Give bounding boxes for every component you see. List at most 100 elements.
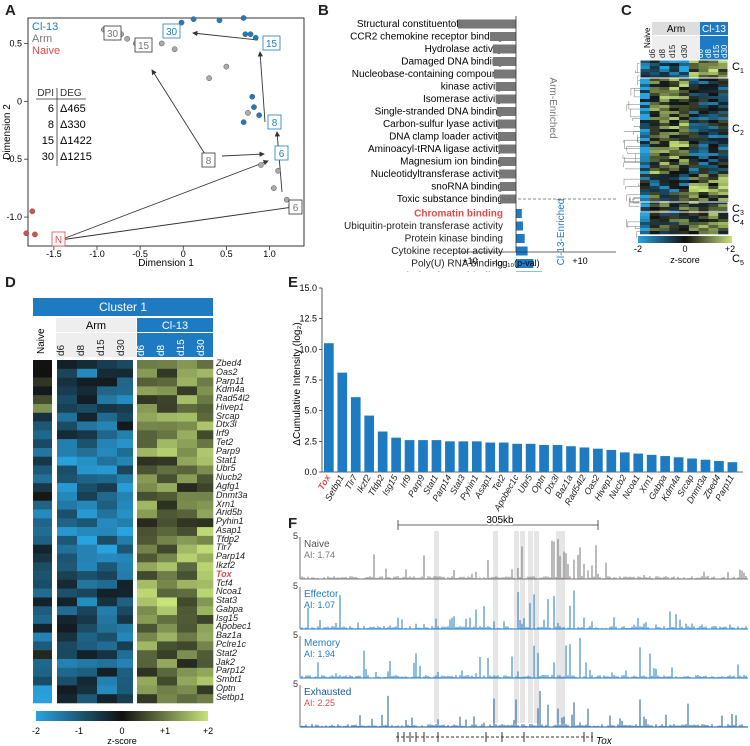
d-cl13: Cl-13 (162, 320, 188, 332)
e-bar (391, 437, 401, 472)
timepoint-label: N (55, 235, 62, 246)
d-naive: Naive (36, 328, 47, 354)
gene-label: Oas2 (216, 366, 238, 377)
go-term-arm: Single-stranded DNA binding (375, 107, 503, 118)
c-scale-max: +2 (725, 244, 735, 254)
e-ytick: 7.5 (304, 375, 317, 385)
go-term-arm: snoRNA binding (431, 182, 503, 193)
scatter-point (270, 185, 277, 191)
d-arm: Arm (86, 320, 106, 332)
e-ytick: 5.0 (304, 406, 317, 416)
gene-label: Xrn1 (216, 498, 236, 509)
d-scale-tick: -2 (32, 726, 40, 736)
e-bar (498, 442, 509, 472)
gene-label: Srcap (216, 410, 240, 421)
panel-c-heatmap: Naive Arm Cl-13 d6 d8 d15 d30 d6 d8 d15 d30 C 1C… (622, 22, 744, 267)
e-bar (404, 440, 415, 472)
deg-header: DEG (60, 88, 82, 99)
e-bar (418, 440, 428, 472)
scatter-point (251, 104, 257, 110)
timepoint-box (134, 37, 153, 53)
scatter-point (206, 75, 212, 82)
a-xtick: 1.0 (263, 249, 276, 259)
go-term-arm: Isomerase activity (423, 94, 503, 105)
bar-arm (495, 94, 516, 104)
track-signal (301, 539, 747, 579)
e-bar (619, 452, 630, 472)
scatter-point (245, 110, 251, 116)
timepoint-label: 6 (293, 203, 299, 214)
c-scale-min: -2 (634, 244, 642, 254)
d-scale-tick: +1 (160, 726, 170, 736)
go-term-arm: Carbon-sulfur lyase activity (383, 119, 503, 130)
go-term-arm: Nucleobase-containing compound (352, 69, 503, 80)
cluster-label: C (732, 203, 740, 215)
e-bar (377, 431, 388, 472)
d-col-label: d6 (136, 344, 147, 356)
panel-letter-c: C (621, 2, 632, 19)
cluster-label: C (732, 213, 740, 225)
bar-arm (499, 194, 516, 204)
e-ytick: 10.0 (299, 344, 317, 354)
bar-arm (458, 19, 516, 29)
bar-cl13 (516, 234, 525, 243)
e-bar (593, 448, 603, 472)
timepoint-box (201, 152, 216, 168)
dpi-value: 15 (42, 135, 54, 147)
scatter-point (171, 46, 178, 53)
gene-label: Optn (216, 682, 236, 693)
e-bar (324, 343, 334, 472)
gene-label: Parp11 (216, 375, 245, 386)
gene-label: Ncoa1 (216, 586, 243, 597)
panel-e-bar-chart: 15.012.510.07.55.02.50.0 ToxSetbp1Tlr7Ik… (292, 283, 743, 514)
e-ylabel: ΔCumulative Intensity (log₂) (292, 322, 303, 445)
gene-label: Parp9 (216, 445, 241, 456)
track-axis-max: 5 (293, 630, 298, 640)
go-term-arm: Aminoacyl-tRNA ligase activity (368, 144, 503, 155)
bar-cl13 (516, 271, 543, 272)
e-bar (646, 454, 657, 472)
gene-label: Tlr7 (216, 542, 232, 553)
go-term-arm: Toxic substance binding (397, 194, 503, 205)
panel-letter-f: F (288, 515, 298, 532)
d-scale-tick: +2 (203, 726, 213, 736)
a-xtick: 0.5 (220, 249, 233, 259)
gene-label: Gabpa (216, 603, 244, 614)
track-ai: AI: 1.74 (304, 550, 335, 560)
go-term-arm: Structural constituentof ribosome (357, 19, 504, 30)
dpi-value: 6 (48, 103, 54, 115)
gene-label: Agfg1 (216, 480, 240, 491)
e-bar (566, 446, 576, 472)
legend-naive: Naive (32, 45, 60, 57)
a-xtick: 0 (181, 249, 186, 259)
bar-cl13 (516, 221, 523, 231)
timepoint-label: 30 (107, 29, 119, 40)
dpi-value: 8 (48, 119, 54, 131)
track-signal (301, 638, 747, 678)
go-term-arm: CCR2 chemokine receptor binding (350, 32, 503, 43)
e-bar (552, 445, 563, 472)
timepoint-box (162, 23, 181, 39)
timepoint-box (267, 114, 282, 130)
panel-d-heatmap: Naive Arm Cl-13 d6 d8 d15 d30 d6 d8 d15 d30 -2 -… (32, 318, 214, 746)
gene-label: Tfdp2 (216, 533, 240, 544)
scatter-point (240, 15, 247, 21)
go-term-arm: kinase activity (441, 82, 503, 93)
timepoint-box (51, 231, 66, 247)
go-term-arm: Hydrolase activity (425, 44, 503, 55)
gene-label: Pyhin1 (216, 516, 244, 527)
gene-label: Ubr5 (216, 463, 236, 474)
scatter-point (29, 208, 36, 215)
e-bar (700, 459, 711, 472)
legend-arm: Arm (32, 33, 52, 45)
gene-label: Apobec1 (216, 621, 252, 632)
gene-label: Tcf4 (216, 577, 233, 588)
d-scale-tick: -1 (75, 726, 83, 736)
scatter-point (258, 162, 264, 168)
e-bar (364, 415, 375, 472)
dpi-header: DPI (37, 88, 54, 99)
gene-label: Pclre1c (216, 639, 247, 649)
b-cl-label: Cl-13-Enriched (556, 199, 567, 266)
e-bar (633, 453, 644, 472)
scatter-point (252, 34, 259, 41)
